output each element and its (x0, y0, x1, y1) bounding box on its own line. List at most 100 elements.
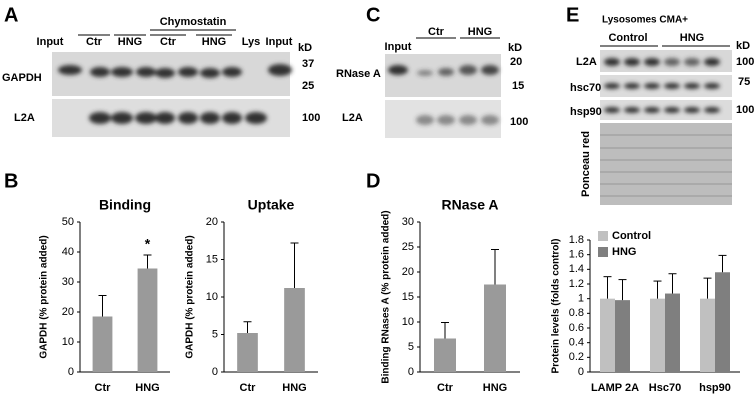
bar (92, 316, 113, 372)
lane-label: HNG (468, 26, 492, 38)
chart-title: Binding (99, 197, 151, 213)
x-tick-label: Ctr (95, 382, 112, 394)
y-tick-label: 0.2 (569, 351, 584, 363)
lane-label: Input (385, 41, 412, 53)
marker: 100 (736, 104, 754, 116)
blot-a (52, 29, 292, 137)
marker: 37 (302, 58, 314, 70)
y-tick-label: 25 (402, 241, 414, 253)
bar (284, 288, 305, 372)
y-tick-label: 1 (578, 293, 584, 305)
bar (615, 300, 630, 372)
y-axis-label: Binding RNases A (% protein added) (381, 210, 392, 383)
kd-label: kD (736, 40, 750, 52)
y-tick-label: 15 (402, 291, 414, 303)
lane-label: HNG (202, 36, 226, 48)
legend-swatch (598, 247, 608, 257)
y-tick-label: 0 (578, 366, 584, 378)
y-tick-label: 20 (402, 266, 414, 278)
bar (137, 268, 158, 372)
lane-label: Ctr (160, 36, 177, 48)
bar (484, 284, 506, 372)
panel-letter: C (366, 4, 380, 26)
y-tick-label: 10 (206, 291, 218, 303)
group-label: Control (608, 32, 647, 44)
chart-title: Uptake (248, 197, 295, 213)
lane-label: Ctr (86, 36, 103, 48)
kd-label: kD (298, 42, 312, 54)
blot-title: Lysosomes CMA+ (602, 15, 688, 26)
lane-label: Lys (242, 36, 261, 48)
lane-label: Ctr (428, 26, 445, 38)
bar (700, 298, 715, 372)
y-tick-label: 10 (402, 316, 414, 328)
blot-e (600, 45, 732, 205)
y-tick-label: 40 (62, 246, 74, 258)
y-tick-label: 1.4 (569, 263, 584, 275)
bar (600, 298, 615, 372)
x-tick-label: HNG (135, 382, 159, 394)
y-axis-label: GAPDH (% protein added) (39, 235, 50, 358)
bar (715, 272, 730, 372)
x-tick-label: Ctr (437, 382, 454, 394)
bar (237, 333, 258, 372)
row-label: RNase A (336, 68, 381, 80)
marker: 20 (510, 56, 522, 68)
y-tick-label: 0.6 (569, 322, 584, 334)
y-tick-label: 0.4 (569, 337, 584, 349)
panel-letter: D (366, 170, 380, 192)
chart-title: RNase A (441, 197, 498, 213)
marker: 15 (512, 80, 524, 92)
y-tick-label: 50 (62, 216, 74, 228)
y-tick-label: 0 (68, 366, 74, 378)
x-tick-label: Ctr (240, 382, 257, 394)
row-label: L2A (342, 112, 363, 124)
row-label: hsc70 (570, 82, 601, 94)
legend-label: HNG (612, 246, 636, 258)
y-axis-label: GAPDH (% protein added) (185, 235, 196, 358)
x-tick-label: HNG (483, 382, 507, 394)
y-tick-label: 20 (206, 216, 218, 228)
y-tick-label: 10 (62, 336, 74, 348)
panel-letter: B (4, 170, 18, 192)
y-tick-label: 0 (408, 366, 414, 378)
bar (665, 293, 680, 372)
lane-label: Input (266, 36, 293, 48)
marker: 100 (302, 112, 320, 124)
bar (434, 338, 456, 372)
x-tick-label: HNG (282, 382, 306, 394)
group-label: HNG (680, 32, 704, 44)
y-tick-label: 1.6 (569, 249, 584, 261)
x-tick-label: LAMP 2A (591, 382, 639, 394)
y-tick-label: 5 (408, 341, 414, 353)
row-label: L2A (576, 56, 597, 68)
bar (650, 298, 665, 372)
legend-label: Control (612, 230, 651, 242)
panel-letter: E (566, 4, 579, 26)
marker: 25 (302, 80, 314, 92)
row-label: hsp90 (570, 106, 602, 118)
y-tick-label: 30 (62, 276, 74, 288)
row-label: Ponceau red (580, 131, 592, 197)
row-label: L2A (14, 112, 35, 124)
y-tick-label: 5 (212, 328, 218, 340)
lane-label: HNG (118, 36, 142, 48)
x-tick-label: hsp90 (699, 382, 731, 394)
row-label: GAPDH (2, 72, 42, 84)
annotation: * (145, 236, 151, 252)
panel-letter: A (4, 4, 18, 26)
y-tick-label: 1.2 (569, 278, 584, 290)
marker: 100 (736, 56, 754, 68)
legend-swatch (598, 231, 608, 241)
blot-c (385, 37, 501, 138)
y-tick-label: 20 (62, 306, 74, 318)
y-axis-label: Protein levels (folds control) (551, 238, 562, 373)
y-tick-label: 15 (206, 253, 218, 265)
y-tick-label: 0.8 (569, 307, 584, 319)
marker: 100 (510, 116, 528, 128)
lane-label: Input (37, 36, 64, 48)
y-tick-label: 1.8 (569, 234, 584, 246)
y-tick-label: 30 (402, 216, 414, 228)
